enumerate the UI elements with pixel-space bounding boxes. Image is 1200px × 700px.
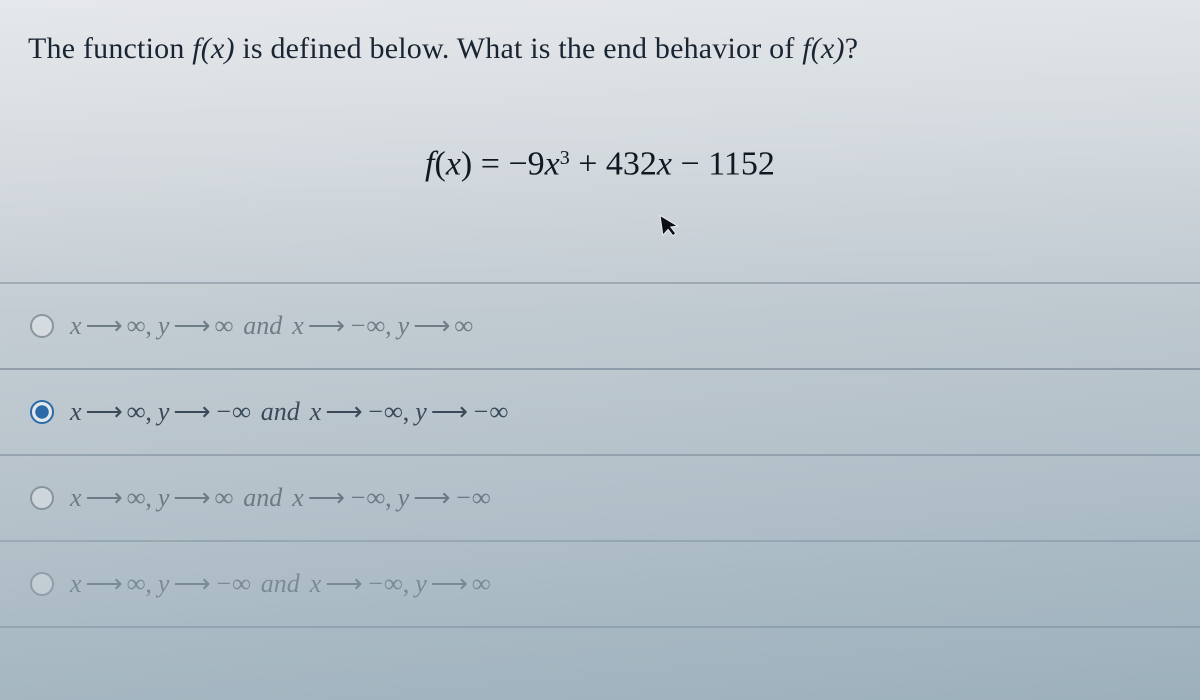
comma: , (403, 397, 416, 427)
eq-equals: = (472, 145, 508, 182)
arrow-icon: ⟶ (169, 397, 214, 427)
mouse-cursor-icon (658, 211, 684, 247)
eq-term1-var: x (545, 145, 560, 182)
and-word: and (251, 569, 310, 599)
opt4-y2: y (415, 569, 427, 599)
eq-lhs-f: f (425, 145, 434, 182)
opt2-x1to: ∞ (127, 397, 146, 427)
opt4-x2: x (310, 569, 322, 599)
opt4-x: x (70, 569, 82, 599)
option-row-1[interactable]: x ⟶ ∞, y ⟶ ∞ and x ⟶ −∞, y ⟶ ∞ (0, 282, 1200, 368)
prompt-prefix: The function (28, 32, 192, 65)
arrow-icon: ⟶ (321, 397, 366, 427)
opt3-y2to: −∞ (455, 483, 491, 513)
arrow-icon: ⟶ (169, 311, 214, 341)
eq-plus: + (570, 145, 606, 182)
arrow-icon: ⟶ (427, 397, 472, 427)
opt2-y2to: −∞ (472, 397, 508, 427)
opt1-x: x (70, 311, 82, 341)
prompt-suffix: ? (845, 32, 859, 65)
prompt-fx2: f(x) (802, 32, 844, 65)
opt1-y: y (158, 311, 170, 341)
equation: f(x) = −9x3 + 432x − 1152 (0, 145, 1200, 183)
eq-lhs-close: ) (461, 145, 472, 182)
eq-lhs-var: x (446, 145, 461, 182)
arrow-icon: ⟶ (427, 569, 472, 599)
option-row-3[interactable]: x ⟶ ∞, y ⟶ ∞ and x ⟶ −∞, y ⟶ −∞ (0, 454, 1200, 540)
opt2-y1to: −∞ (215, 397, 251, 427)
eq-minus: − (672, 145, 708, 182)
opt3-x1to: ∞ (127, 483, 146, 513)
arrow-icon: ⟶ (304, 311, 349, 341)
opt3-x: x (70, 483, 82, 513)
eq-term3: 1152 (708, 145, 775, 182)
arrow-icon: ⟶ (169, 569, 214, 599)
opt4-x1to: ∞ (127, 569, 146, 599)
arrow-icon: ⟶ (409, 483, 454, 513)
opt3-y1to: ∞ (215, 483, 234, 513)
opt1-y2to: ∞ (455, 311, 474, 341)
eq-lhs-open: ( (435, 145, 446, 182)
opt2-x2to: −∞ (367, 397, 403, 427)
comma: , (385, 311, 398, 341)
opt2-x: x (70, 397, 82, 427)
opt1-x1to: ∞ (127, 311, 146, 341)
eq-term1-coef: −9 (508, 145, 544, 182)
prompt-fx: f(x) (192, 32, 234, 65)
eq-term2-coef: 432 (606, 145, 657, 182)
question-prompt: The function f(x) is defined below. What… (28, 32, 1172, 66)
comma: , (145, 311, 158, 341)
opt4-y: y (158, 569, 170, 599)
arrow-icon: ⟶ (321, 569, 366, 599)
and-word: and (233, 311, 292, 341)
arrow-icon: ⟶ (82, 569, 127, 599)
radio-3[interactable] (30, 486, 54, 510)
opt1-y1to: ∞ (215, 311, 234, 341)
comma: , (145, 569, 158, 599)
opt3-y2: y (398, 483, 410, 513)
arrow-icon: ⟶ (409, 311, 454, 341)
arrow-icon: ⟶ (82, 397, 127, 427)
and-word: and (251, 397, 310, 427)
arrow-icon: ⟶ (82, 483, 127, 513)
option-row-4[interactable]: x ⟶ ∞, y ⟶ −∞ and x ⟶ −∞, y ⟶ ∞ (0, 540, 1200, 628)
opt1-y2: y (398, 311, 410, 341)
comma: , (145, 397, 158, 427)
comma: , (403, 569, 416, 599)
answer-options: x ⟶ ∞, y ⟶ ∞ and x ⟶ −∞, y ⟶ ∞ x ⟶ ∞, y … (0, 282, 1200, 628)
eq-term1-exp: 3 (560, 147, 570, 169)
comma: , (385, 483, 398, 513)
arrow-icon: ⟶ (304, 483, 349, 513)
comma: , (145, 483, 158, 513)
opt2-y: y (158, 397, 170, 427)
opt4-y1to: −∞ (215, 569, 251, 599)
opt3-x2to: −∞ (349, 483, 385, 513)
arrow-icon: ⟶ (169, 483, 214, 513)
eq-term2-var: x (657, 145, 672, 182)
arrow-icon: ⟶ (82, 311, 127, 341)
opt1-x2: x (292, 311, 304, 341)
and-word: and (233, 483, 292, 513)
option-row-2[interactable]: x ⟶ ∞, y ⟶ −∞ and x ⟶ −∞, y ⟶ −∞ (0, 368, 1200, 454)
opt2-x2: x (310, 397, 322, 427)
radio-2[interactable] (30, 400, 54, 424)
opt4-x2to: −∞ (367, 569, 403, 599)
opt1-x2to: −∞ (349, 311, 385, 341)
opt2-y2: y (415, 397, 427, 427)
opt3-x2: x (292, 483, 304, 513)
prompt-middle: is defined below. What is the end behavi… (235, 32, 803, 65)
opt4-y2to: ∞ (472, 569, 491, 599)
opt3-y: y (158, 483, 170, 513)
radio-1[interactable] (30, 314, 54, 338)
radio-4[interactable] (30, 572, 54, 596)
